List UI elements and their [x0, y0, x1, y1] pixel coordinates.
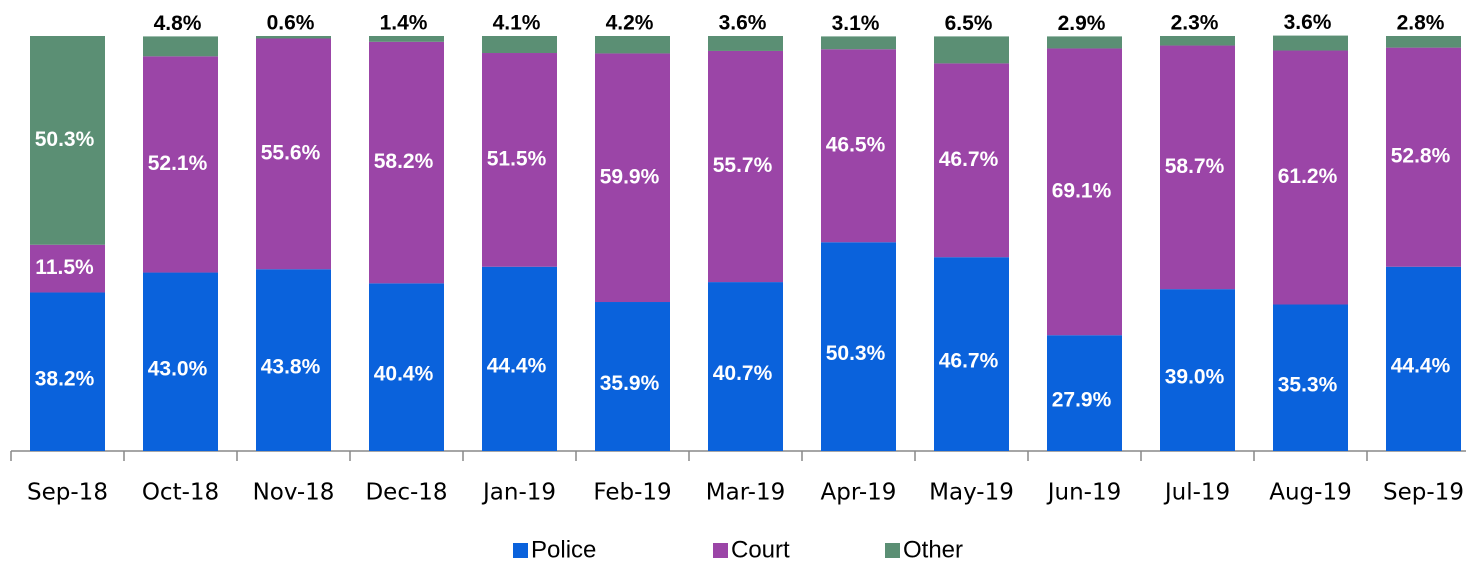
x-tick-label: Dec-18	[365, 480, 447, 506]
legend-swatch	[513, 543, 528, 558]
bar-segment	[482, 266, 557, 451]
data-label: 40.7%	[713, 362, 773, 385]
bar-segment	[1273, 35, 1348, 51]
data-label: 55.7%	[713, 154, 773, 177]
data-label: 2.9%	[1058, 12, 1106, 35]
data-label: 52.1%	[148, 152, 208, 175]
bar-segment	[369, 41, 444, 284]
bar-segment	[143, 36, 218, 57]
data-label: 40.4%	[374, 363, 434, 386]
x-tick-label: Aug-19	[1269, 480, 1351, 506]
data-label: 52.8%	[1391, 145, 1451, 168]
data-label: 50.3%	[826, 342, 886, 365]
x-tick-label: May-19	[929, 480, 1014, 506]
data-label: 46.5%	[826, 133, 886, 156]
data-label: 0.6%	[267, 12, 315, 35]
bar-segment	[256, 269, 331, 451]
x-tick-label: Oct-18	[142, 480, 219, 506]
bar-segment	[30, 244, 105, 293]
bar-segment	[821, 242, 896, 451]
bar-segment	[143, 272, 218, 451]
bar-segment	[1160, 45, 1235, 290]
legend-label: Other	[903, 536, 963, 563]
data-label: 11.5%	[35, 256, 94, 279]
data-label: 35.9%	[600, 372, 660, 395]
bar-segment	[1386, 266, 1461, 451]
bar-segment	[934, 63, 1009, 258]
data-label: 43.8%	[261, 356, 321, 379]
bar-segment	[369, 36, 444, 42]
data-label: 4.8%	[154, 12, 202, 35]
bar-segment	[1386, 47, 1461, 267]
bar-segment	[821, 36, 896, 50]
bar-segment	[708, 36, 783, 51]
bar-segment	[708, 50, 783, 283]
data-label: 6.5%	[945, 12, 993, 35]
data-label: 58.7%	[1165, 155, 1225, 178]
bar-segment	[143, 56, 218, 273]
bar-segment	[369, 283, 444, 451]
x-tick-label: Sep-19	[1383, 480, 1464, 506]
x-tick-label: Nov-18	[253, 480, 335, 506]
legend-label: Police	[531, 536, 596, 563]
x-tick-label: Jul-19	[1163, 480, 1230, 506]
data-label: 3.6%	[1284, 11, 1332, 34]
bar-segment	[821, 49, 896, 243]
data-label: 44.4%	[487, 354, 547, 377]
bar-segment	[595, 53, 670, 303]
legend-label: Court	[731, 536, 790, 563]
bar-segment	[1047, 36, 1122, 49]
data-label: 1.4%	[380, 12, 428, 35]
data-label: 51.5%	[487, 147, 547, 170]
bar-segment	[595, 302, 670, 451]
bar-segment	[708, 282, 783, 451]
legend-swatch	[713, 543, 728, 558]
data-label: 50.3%	[35, 128, 95, 151]
data-label: 46.7%	[939, 350, 999, 373]
x-tick-label: Mar-19	[706, 480, 786, 506]
data-label: 44.4%	[1391, 354, 1451, 377]
data-label: 59.9%	[600, 165, 660, 188]
data-label: 39.0%	[1165, 366, 1225, 389]
x-tick-label: Apr-19	[821, 480, 897, 506]
bar-segment	[30, 292, 105, 451]
bar-segment	[934, 257, 1009, 451]
legend-swatch	[885, 543, 900, 558]
data-label: 2.8%	[1397, 12, 1445, 35]
data-label: 4.2%	[606, 12, 654, 35]
bar-segment	[482, 53, 557, 267]
bar-segment	[1160, 289, 1235, 451]
x-tick-label: Sep-18	[27, 480, 108, 506]
bar-segment	[1273, 50, 1348, 305]
data-label: 4.1%	[493, 12, 541, 35]
data-label: 3.1%	[832, 12, 880, 35]
data-label: 2.3%	[1171, 12, 1219, 35]
bar-segment	[482, 36, 557, 54]
bar-segment	[1047, 48, 1122, 336]
data-label: 35.3%	[1278, 373, 1338, 396]
data-label: 69.1%	[1052, 179, 1112, 202]
data-label: 46.7%	[939, 148, 999, 171]
bar-segment	[934, 36, 1009, 64]
data-label: 43.0%	[148, 357, 208, 380]
x-tick-label: Jun-19	[1046, 480, 1122, 506]
bar-segment	[1160, 36, 1235, 46]
data-label: 58.2%	[374, 150, 434, 173]
data-label: 55.6%	[261, 141, 321, 164]
x-tick-label: Feb-19	[593, 480, 671, 506]
bar-segment	[1047, 335, 1122, 451]
bar-segment	[595, 36, 670, 54]
bar-segment	[30, 36, 105, 245]
data-label: 27.9%	[1052, 389, 1112, 412]
data-label: 61.2%	[1278, 165, 1338, 188]
bar-segment	[1386, 36, 1461, 48]
bar-segment	[1273, 304, 1348, 451]
bar-segment	[256, 36, 331, 39]
data-label: 38.2%	[35, 367, 95, 390]
x-tick-label: Jan-19	[481, 480, 556, 506]
bar-segment	[256, 38, 331, 270]
data-label: 3.6%	[719, 12, 767, 35]
